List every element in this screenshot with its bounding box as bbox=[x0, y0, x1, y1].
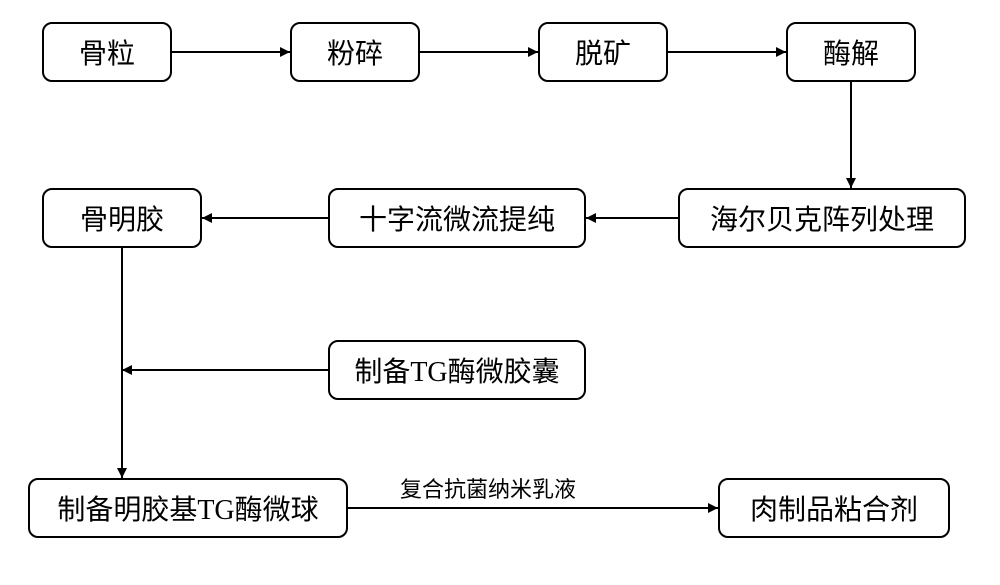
node-label: 酶解 bbox=[823, 32, 879, 72]
node-label: 脱矿 bbox=[575, 32, 631, 72]
node-label: 制备明胶基TG酶微球 bbox=[57, 488, 318, 528]
node-bone-gelatin: 骨明胶 bbox=[42, 188, 202, 248]
node-label: 粉碎 bbox=[327, 32, 383, 72]
node-enzymolysis: 酶解 bbox=[786, 22, 916, 82]
node-label: 海尔贝克阵列处理 bbox=[710, 198, 934, 238]
node-crossflow-purify: 十字流微流提纯 bbox=[328, 188, 586, 248]
node-label: 制备TG酶微胶囊 bbox=[354, 350, 559, 390]
node-label: 十字流微流提纯 bbox=[359, 198, 555, 238]
node-meat-adhesive: 肉制品粘合剂 bbox=[718, 478, 950, 538]
node-label: 骨明胶 bbox=[80, 198, 164, 238]
node-tg-microcapsule: 制备TG酶微胶囊 bbox=[328, 340, 586, 400]
node-halbach-array: 海尔贝克阵列处理 bbox=[678, 188, 966, 248]
node-label: 骨粒 bbox=[79, 32, 135, 72]
node-demineralize: 脱矿 bbox=[538, 22, 668, 82]
node-crush: 粉碎 bbox=[290, 22, 420, 82]
node-gelatin-tg-microsphere: 制备明胶基TG酶微球 bbox=[28, 478, 348, 538]
node-bone-granule: 骨粒 bbox=[42, 22, 172, 82]
node-label: 肉制品粘合剂 bbox=[750, 488, 918, 528]
edge-label-nanoemulsion: 复合抗菌纳米乳液 bbox=[400, 472, 576, 504]
